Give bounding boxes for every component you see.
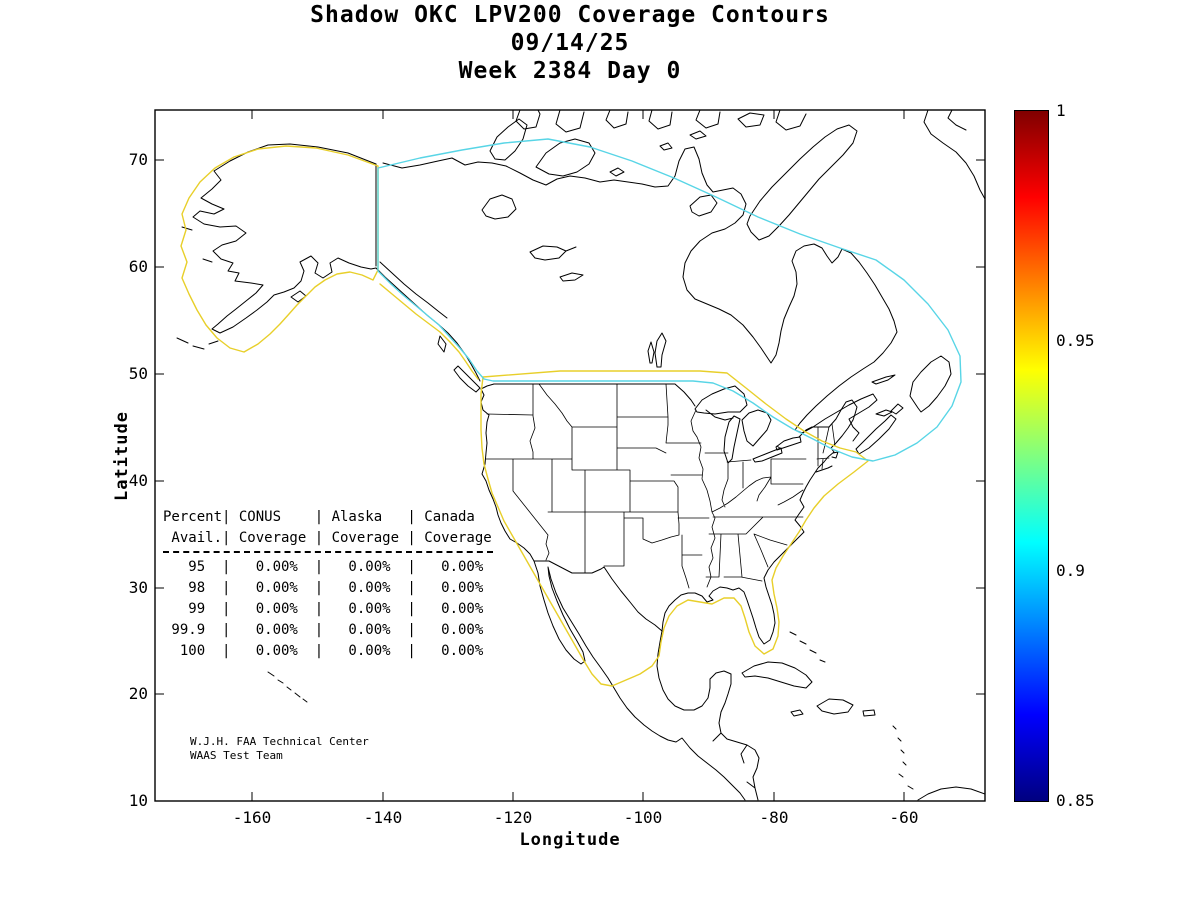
us-canada-border [493, 383, 858, 438]
map-layers [176, 110, 985, 801]
contour-level-090 [377, 138, 962, 462]
colorbar-tick-09: 0.9 [1056, 561, 1085, 580]
y-tick-40: 40 [128, 471, 148, 490]
y-axis-ticks [155, 159, 985, 695]
canada-coastline [382, 146, 898, 442]
y-tick-70: 70 [128, 150, 148, 169]
alaska-islands [176, 226, 307, 350]
table-row-99-9: 99.9 | 0.00% | 0.00% | 0.00% [163, 622, 484, 638]
great-lakes [694, 385, 802, 464]
x-tick--160: -160 [232, 808, 272, 827]
state-borders [485, 383, 836, 589]
x-tick--120: -120 [493, 808, 533, 827]
greenland-coastline [923, 110, 985, 200]
attribution-line-1: W.J.H. FAA Technical Center [190, 735, 369, 748]
table-row-99: 99 | 0.00% | 0.00% | 0.00% [163, 601, 484, 617]
caribbean-islands [741, 631, 985, 801]
plot-date: 09/14/25 [510, 30, 630, 56]
alaska-coastline [192, 143, 377, 334]
hawaii-islands [267, 671, 308, 703]
y-tick-20: 20 [128, 684, 148, 703]
colorbar [1014, 110, 1049, 802]
x-tick--100: -100 [623, 808, 663, 827]
x-tick--60: -60 [889, 808, 919, 827]
colorbar-tick-095: 0.95 [1056, 331, 1095, 350]
x-tick--140: -140 [363, 808, 403, 827]
x-axis-ticks [251, 110, 905, 801]
canada-lakes [481, 194, 667, 368]
y-tick-10: 10 [128, 791, 148, 810]
table-row-98: 98 | 0.00% | 0.00% | 0.00% [163, 580, 484, 596]
y-tick-50: 50 [128, 364, 148, 383]
table-row-100: 100 | 0.00% | 0.00% | 0.00% [163, 643, 484, 659]
x-axis-label: Longitude [519, 830, 621, 850]
colorbar-tick-1: 1 [1056, 101, 1066, 120]
alaska-panhandle-coast [375, 261, 481, 393]
table-separator [163, 551, 493, 553]
contour-level-095 [180, 145, 869, 687]
arctic-islands [489, 110, 858, 241]
colorbar-tick-085: 0.85 [1056, 791, 1095, 810]
table-header-row-1: Percent| CONUS | Alaska | Canada [163, 509, 475, 525]
table-row-95: 95 | 0.00% | 0.00% | 0.00% [163, 559, 484, 575]
maritimes-newfoundland-coastline [855, 355, 952, 455]
plot-week-day: Week 2384 Day 0 [458, 58, 682, 84]
y-tick-60: 60 [128, 257, 148, 276]
mexico-central-america-coastline [533, 560, 760, 801]
us-coastline [480, 383, 854, 645]
plot-title: Shadow OKC LPV200 Coverage Contours [310, 2, 830, 28]
axis-box [154, 109, 986, 802]
y-axis-label: Latitude [112, 411, 132, 501]
y-tick-30: 30 [128, 578, 148, 597]
axis-frame [154, 109, 986, 802]
attribution-line-2: WAAS Test Team [190, 749, 283, 762]
x-tick--80: -80 [759, 808, 789, 827]
table-header-row-2: Avail.| Coverage | Coverage | Coverage [163, 530, 492, 546]
